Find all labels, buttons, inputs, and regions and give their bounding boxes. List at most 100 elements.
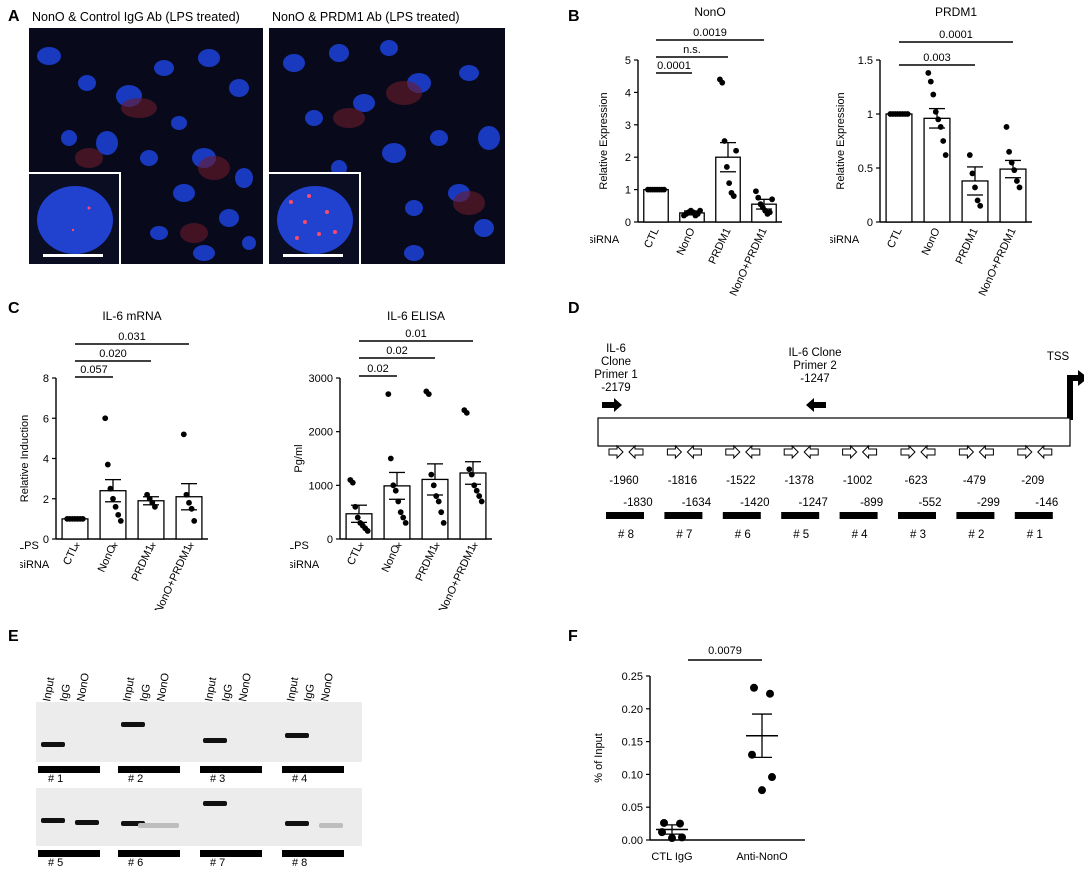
panel-label-e: E	[8, 628, 19, 645]
gel-band	[121, 722, 145, 727]
data-point	[904, 111, 911, 117]
y-tick-label: 0.20	[622, 704, 643, 716]
lps-plus: +	[472, 540, 478, 552]
primer2-label: Primer 2	[793, 360, 836, 372]
data-point	[183, 491, 190, 498]
bar	[421, 478, 449, 540]
region-bar	[282, 850, 344, 857]
primer-pair-reverse-arrow	[628, 444, 644, 460]
x-tick-label: CTL	[642, 226, 662, 250]
significance-label: 0.0001	[939, 29, 973, 41]
lane-label: IgG	[138, 683, 153, 703]
gel-band	[75, 820, 99, 825]
lps-plus: +	[396, 540, 402, 552]
data-point	[180, 431, 187, 438]
data-point	[723, 164, 730, 170]
data-point	[697, 207, 703, 214]
region-start: -1522	[726, 475, 755, 487]
significance-label: 0.0019	[693, 27, 727, 39]
region-end: -552	[918, 497, 941, 509]
data-point	[397, 509, 404, 516]
significance-label: 0.057	[80, 364, 108, 376]
primer-pair-reverse-arrow	[978, 444, 994, 460]
gel-band	[203, 801, 227, 806]
primer-pair-reverse-arrow	[1037, 444, 1053, 460]
y-tick-label: 0.25	[622, 671, 643, 683]
sirna-label: siRNA	[290, 559, 320, 571]
amplicon-label: # 8	[618, 529, 634, 541]
data-point	[435, 498, 442, 505]
data-point	[112, 503, 119, 510]
chart-nono-expression: NonO 0 1 2 3 4 5 Relative Expression CTL NonO PRDM…	[590, 5, 782, 298]
data-point	[402, 520, 409, 526]
primer1-label: -2179	[601, 382, 630, 394]
data-point	[79, 515, 86, 522]
micrograph-control-inset	[29, 172, 121, 264]
amplicon-label: # 6	[735, 529, 751, 541]
bar	[383, 485, 411, 540]
lps-plus: +	[434, 540, 440, 552]
nucleus-prdm1-inset	[277, 186, 353, 257]
amplicon-label: # 1	[1027, 529, 1043, 541]
y-tick-label: 5	[625, 55, 631, 67]
data-point	[1003, 124, 1010, 130]
micrograph-prdm1-image	[283, 40, 500, 261]
data-point	[972, 184, 978, 191]
data-point	[676, 819, 684, 828]
y-tick-label: 1.5	[858, 55, 873, 67]
data-point	[755, 194, 762, 201]
data-point	[726, 180, 733, 187]
region-start: -623	[904, 475, 927, 487]
y-tick-label: 0.00	[622, 835, 643, 847]
data-point	[191, 517, 198, 524]
amplicon-bar	[839, 512, 878, 519]
data-point	[102, 415, 109, 422]
data-point	[104, 461, 111, 468]
data-point	[668, 834, 676, 843]
region-label: # 7	[210, 857, 225, 869]
data-point	[927, 78, 934, 85]
primer-pair-forward-arrow	[842, 444, 858, 460]
gel-band	[319, 823, 343, 828]
primer-pair-forward-arrow	[783, 444, 799, 460]
data-point	[966, 152, 973, 158]
lane-label: IgG	[302, 683, 317, 703]
gel-band	[203, 738, 227, 743]
amplicon-label: # 2	[968, 529, 984, 541]
data-point	[977, 202, 984, 209]
y-tick-label: 1	[867, 109, 873, 121]
tss-arrow	[1067, 370, 1084, 420]
lane-label: NonO	[237, 672, 254, 703]
gel-band	[41, 818, 65, 823]
lps-plus: +	[150, 540, 156, 552]
chart-chip-percent-input: 0.00 0.05 0.10 0.15 0.20 0.25 % of Input CTL Ig…	[593, 645, 805, 863]
data-point	[768, 773, 776, 782]
lps-plus: +	[112, 540, 118, 552]
primer2-arrow	[806, 398, 826, 412]
primer-pair-reverse-arrow	[861, 444, 878, 460]
y-axis-label: Relative Expression	[835, 92, 847, 189]
data-point	[658, 828, 666, 837]
data-point	[969, 170, 976, 177]
significance-label: 0.02	[386, 345, 407, 357]
data-point	[476, 493, 483, 499]
bar	[643, 188, 669, 223]
significance-label: 0.0079	[708, 645, 742, 657]
primer-pair-forward-arrow	[1017, 444, 1033, 460]
data-point	[1011, 167, 1018, 174]
region-end: -1634	[682, 497, 712, 509]
data-point	[719, 79, 726, 86]
data-point	[758, 786, 766, 795]
tss-label: TSS	[1047, 351, 1070, 363]
data-point	[471, 482, 478, 489]
micrograph-left-title: NonO & Control IgG Ab (LPS treated)	[32, 10, 240, 24]
lps-label: LPS	[20, 540, 39, 552]
region-bar	[200, 850, 262, 857]
primer2-label: IL-6 Clone	[788, 347, 841, 359]
lps-label: LPS	[290, 540, 309, 552]
data-point	[400, 514, 407, 521]
nucleus-control-inset	[37, 186, 113, 257]
data-point	[678, 833, 686, 842]
data-point	[930, 91, 937, 98]
